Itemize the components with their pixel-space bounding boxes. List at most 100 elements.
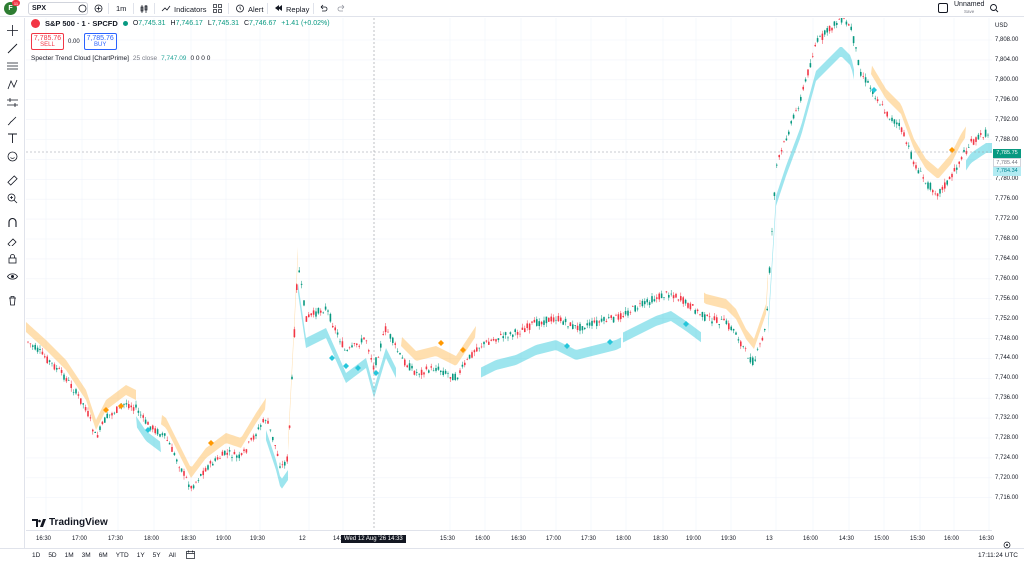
candle-body — [204, 468, 207, 472]
candle-body — [910, 151, 912, 159]
candle-body — [53, 364, 56, 370]
interval-button[interactable]: 1m — [116, 4, 127, 13]
layout-icon[interactable] — [938, 3, 948, 13]
candle-body — [195, 481, 197, 483]
ruler-icon[interactable] — [6, 175, 19, 188]
candle-body — [884, 112, 886, 114]
indicator-params: 25 close — [132, 55, 158, 62]
time-axis[interactable]: 16:30 17:00 17:30 18:00 18:30 19:00 19:30 12 14:… — [26, 530, 994, 546]
redo-icon[interactable] — [337, 4, 346, 15]
trend-line-icon[interactable] — [6, 43, 19, 56]
candle-body — [944, 182, 946, 189]
magnet-icon[interactable] — [6, 217, 19, 230]
templates-icon[interactable] — [213, 4, 222, 15]
indicator-legend[interactable]: Specter Trend Cloud [ChartPrime] 25 clos… — [31, 55, 210, 62]
candle-body — [276, 453, 279, 457]
candle-body — [214, 458, 216, 461]
range-button-5d[interactable]: 5D — [48, 551, 57, 559]
candle-body — [212, 463, 214, 466]
price-tick-label: 7,764.00 — [995, 255, 1019, 262]
candle-body — [579, 323, 581, 331]
candles-icon[interactable] — [139, 4, 149, 16]
price-tick-label: 7,720.00 — [995, 474, 1019, 481]
replay-button[interactable]: Replay — [273, 3, 309, 15]
emoji-icon[interactable] — [6, 151, 19, 164]
utc-clock[interactable]: 17:11:24 UTC — [978, 551, 1018, 559]
candle-body — [953, 168, 956, 172]
bearish-trend-cloud — [161, 398, 266, 478]
candle-body — [744, 348, 747, 349]
range-button-1m[interactable]: 1M — [64, 551, 74, 559]
candle-body — [927, 182, 929, 189]
quick-search-icon[interactable] — [989, 3, 999, 15]
candle-body — [56, 368, 58, 370]
lock-drawing-icon[interactable] — [6, 235, 19, 248]
eye-icon[interactable] — [6, 271, 19, 284]
candle-body — [269, 429, 272, 431]
candle-body — [826, 28, 828, 33]
lock-icon[interactable] — [6, 253, 19, 266]
time-tick-label: 15:00 — [874, 536, 890, 542]
range-button-5y[interactable]: 5Y — [152, 551, 161, 559]
add-symbol-icon[interactable] — [94, 4, 103, 15]
candle-body — [557, 315, 560, 322]
buy-button[interactable]: 7,785.76 BUY — [83, 33, 117, 50]
crosshair-icon[interactable] — [6, 25, 19, 38]
candle-body — [855, 47, 857, 49]
close-value: 7,746.67 — [249, 20, 277, 27]
pattern-icon[interactable] — [6, 79, 19, 92]
candle-body — [586, 323, 588, 326]
brush-icon[interactable] — [6, 115, 19, 128]
candle-body — [260, 425, 262, 427]
symbol-search-input[interactable]: SPX — [28, 2, 88, 15]
candle-body — [780, 150, 783, 152]
candle-body — [152, 425, 154, 430]
range-button-ytd[interactable]: YTD — [115, 551, 129, 559]
candle-body — [243, 449, 245, 452]
date-range-icon[interactable] — [186, 550, 195, 561]
sell-button[interactable]: 7,785.76 SELL — [31, 33, 64, 50]
fib-icon[interactable] — [6, 61, 19, 74]
undo-icon[interactable] — [319, 4, 328, 15]
auto-scale-icon[interactable] — [1003, 536, 1011, 554]
candle-body — [761, 337, 764, 341]
bearish-signal-marker — [208, 440, 214, 446]
compare-icon[interactable] — [78, 4, 87, 15]
candle-body — [70, 383, 72, 388]
range-button-all[interactable]: All — [168, 551, 176, 559]
candle-body — [272, 436, 274, 441]
candle-body — [41, 351, 44, 355]
layout-save-button[interactable]: Unnamed Save — [954, 1, 984, 15]
candle-body — [960, 157, 963, 160]
visibility-icon[interactable] — [122, 21, 128, 26]
price-tick-label: 7,780.00 — [995, 176, 1019, 183]
candle-body — [730, 326, 732, 331]
candle-body — [670, 293, 672, 295]
candle-body — [284, 461, 286, 466]
symbol-title[interactable]: S&P 500 · 1 · SPCFD — [45, 19, 118, 28]
candle-body — [490, 339, 492, 341]
range-button-3m[interactable]: 3M — [81, 551, 91, 559]
symbol-logo-icon — [31, 19, 40, 28]
price-axis[interactable]: USD 7,808.00 7,804.00 7,800.00 7,796.00 7,79… — [992, 18, 1024, 530]
bullish-signal-marker — [871, 87, 877, 93]
indicators-button[interactable]: Indicators — [161, 3, 207, 15]
forecast-icon[interactable] — [6, 97, 19, 110]
range-button-1y[interactable]: 1Y — [136, 551, 145, 559]
price-chart[interactable] — [26, 18, 992, 530]
candle-body — [956, 167, 958, 170]
trash-icon[interactable] — [6, 295, 19, 308]
range-button-6m[interactable]: 6M — [98, 551, 108, 559]
alert-button[interactable]: Alert — [235, 3, 263, 15]
candle-body — [476, 347, 478, 352]
alarm-clock-icon — [235, 3, 245, 15]
candle-body — [288, 425, 291, 428]
candle-body — [766, 308, 768, 311]
candle-body — [449, 377, 452, 379]
candle-body — [132, 407, 135, 411]
text-icon[interactable] — [6, 133, 19, 146]
time-tick-label: 16:00 — [803, 536, 819, 542]
range-button-1d[interactable]: 1D — [32, 551, 41, 559]
indicator-name: Specter Trend Cloud [ChartPrime] — [31, 55, 129, 62]
zoom-in-icon[interactable] — [6, 193, 19, 206]
